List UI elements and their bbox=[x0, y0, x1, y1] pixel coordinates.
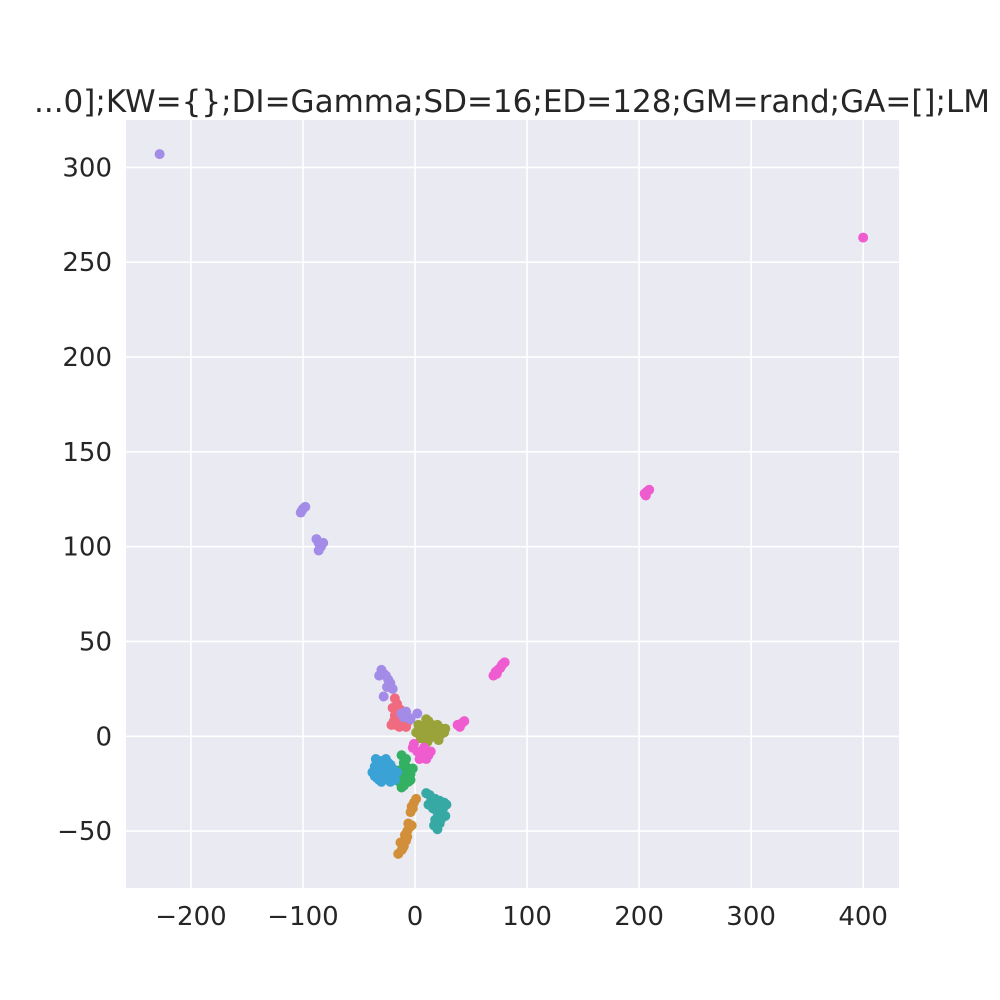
series-5 bbox=[367, 754, 403, 787]
data-point bbox=[407, 763, 418, 774]
data-point bbox=[154, 149, 165, 160]
data-point bbox=[452, 719, 463, 730]
data-point bbox=[858, 232, 869, 243]
data-point bbox=[387, 683, 398, 694]
data-point bbox=[405, 714, 416, 725]
y-tick-label: 200 bbox=[62, 343, 112, 373]
data-point bbox=[401, 754, 412, 765]
data-point bbox=[397, 843, 408, 854]
y-tick-label: 250 bbox=[62, 248, 112, 278]
y-tick-label: 50 bbox=[79, 627, 112, 657]
y-tick-label: 100 bbox=[62, 533, 112, 563]
x-tick-label: 400 bbox=[838, 902, 888, 932]
data-point bbox=[370, 754, 381, 765]
series-1 bbox=[393, 793, 422, 859]
chart-title: ...0];KW={};DI=Gamma;SD=16;ED=128;GM=ran… bbox=[34, 84, 990, 120]
data-point bbox=[423, 750, 434, 761]
data-point bbox=[405, 774, 416, 785]
data-point bbox=[396, 782, 407, 793]
data-point bbox=[431, 799, 442, 810]
data-point bbox=[496, 661, 507, 672]
y-tick-label: 150 bbox=[62, 438, 112, 468]
data-points bbox=[154, 149, 869, 859]
data-point bbox=[491, 668, 502, 679]
x-axis-ticks: −200 −100 0 100 200 300 400 bbox=[155, 902, 888, 932]
y-axis-ticks: −50 0 50 100 150 200 250 300 bbox=[57, 153, 112, 847]
data-point bbox=[429, 820, 440, 831]
x-tick-label: −200 bbox=[155, 902, 226, 932]
data-point bbox=[421, 714, 432, 725]
data-point bbox=[376, 776, 387, 787]
data-point bbox=[313, 545, 324, 556]
data-point bbox=[296, 505, 307, 516]
data-point bbox=[412, 708, 423, 719]
data-point bbox=[379, 765, 390, 776]
data-point bbox=[403, 818, 414, 829]
series-6 bbox=[154, 149, 423, 725]
data-point bbox=[411, 793, 422, 804]
series-4 bbox=[421, 788, 452, 835]
data-point bbox=[414, 754, 425, 765]
grid-lines bbox=[126, 120, 899, 888]
data-point bbox=[406, 801, 417, 812]
data-point bbox=[408, 738, 419, 749]
data-point bbox=[402, 831, 413, 842]
data-point bbox=[411, 727, 422, 738]
x-tick-label: −100 bbox=[267, 902, 338, 932]
data-point bbox=[394, 721, 405, 732]
series-2 bbox=[411, 714, 451, 747]
x-tick-label: 300 bbox=[726, 902, 776, 932]
data-point bbox=[374, 670, 385, 681]
y-tick-label: 300 bbox=[62, 153, 112, 183]
data-point bbox=[640, 490, 651, 501]
data-point bbox=[435, 814, 446, 825]
data-point bbox=[392, 767, 403, 778]
data-point bbox=[385, 776, 396, 787]
x-tick-label: 200 bbox=[614, 902, 664, 932]
series-7 bbox=[407, 232, 869, 765]
y-tick-label: −50 bbox=[57, 817, 112, 847]
data-point bbox=[418, 742, 429, 753]
plot-area bbox=[126, 120, 899, 888]
data-point bbox=[318, 537, 329, 548]
x-tick-label: 100 bbox=[502, 902, 552, 932]
data-point bbox=[424, 790, 435, 801]
y-tick-label: 0 bbox=[95, 722, 112, 752]
x-tick-label: 0 bbox=[407, 902, 424, 932]
data-point bbox=[440, 723, 451, 734]
data-point bbox=[386, 719, 397, 730]
data-point bbox=[378, 691, 389, 702]
